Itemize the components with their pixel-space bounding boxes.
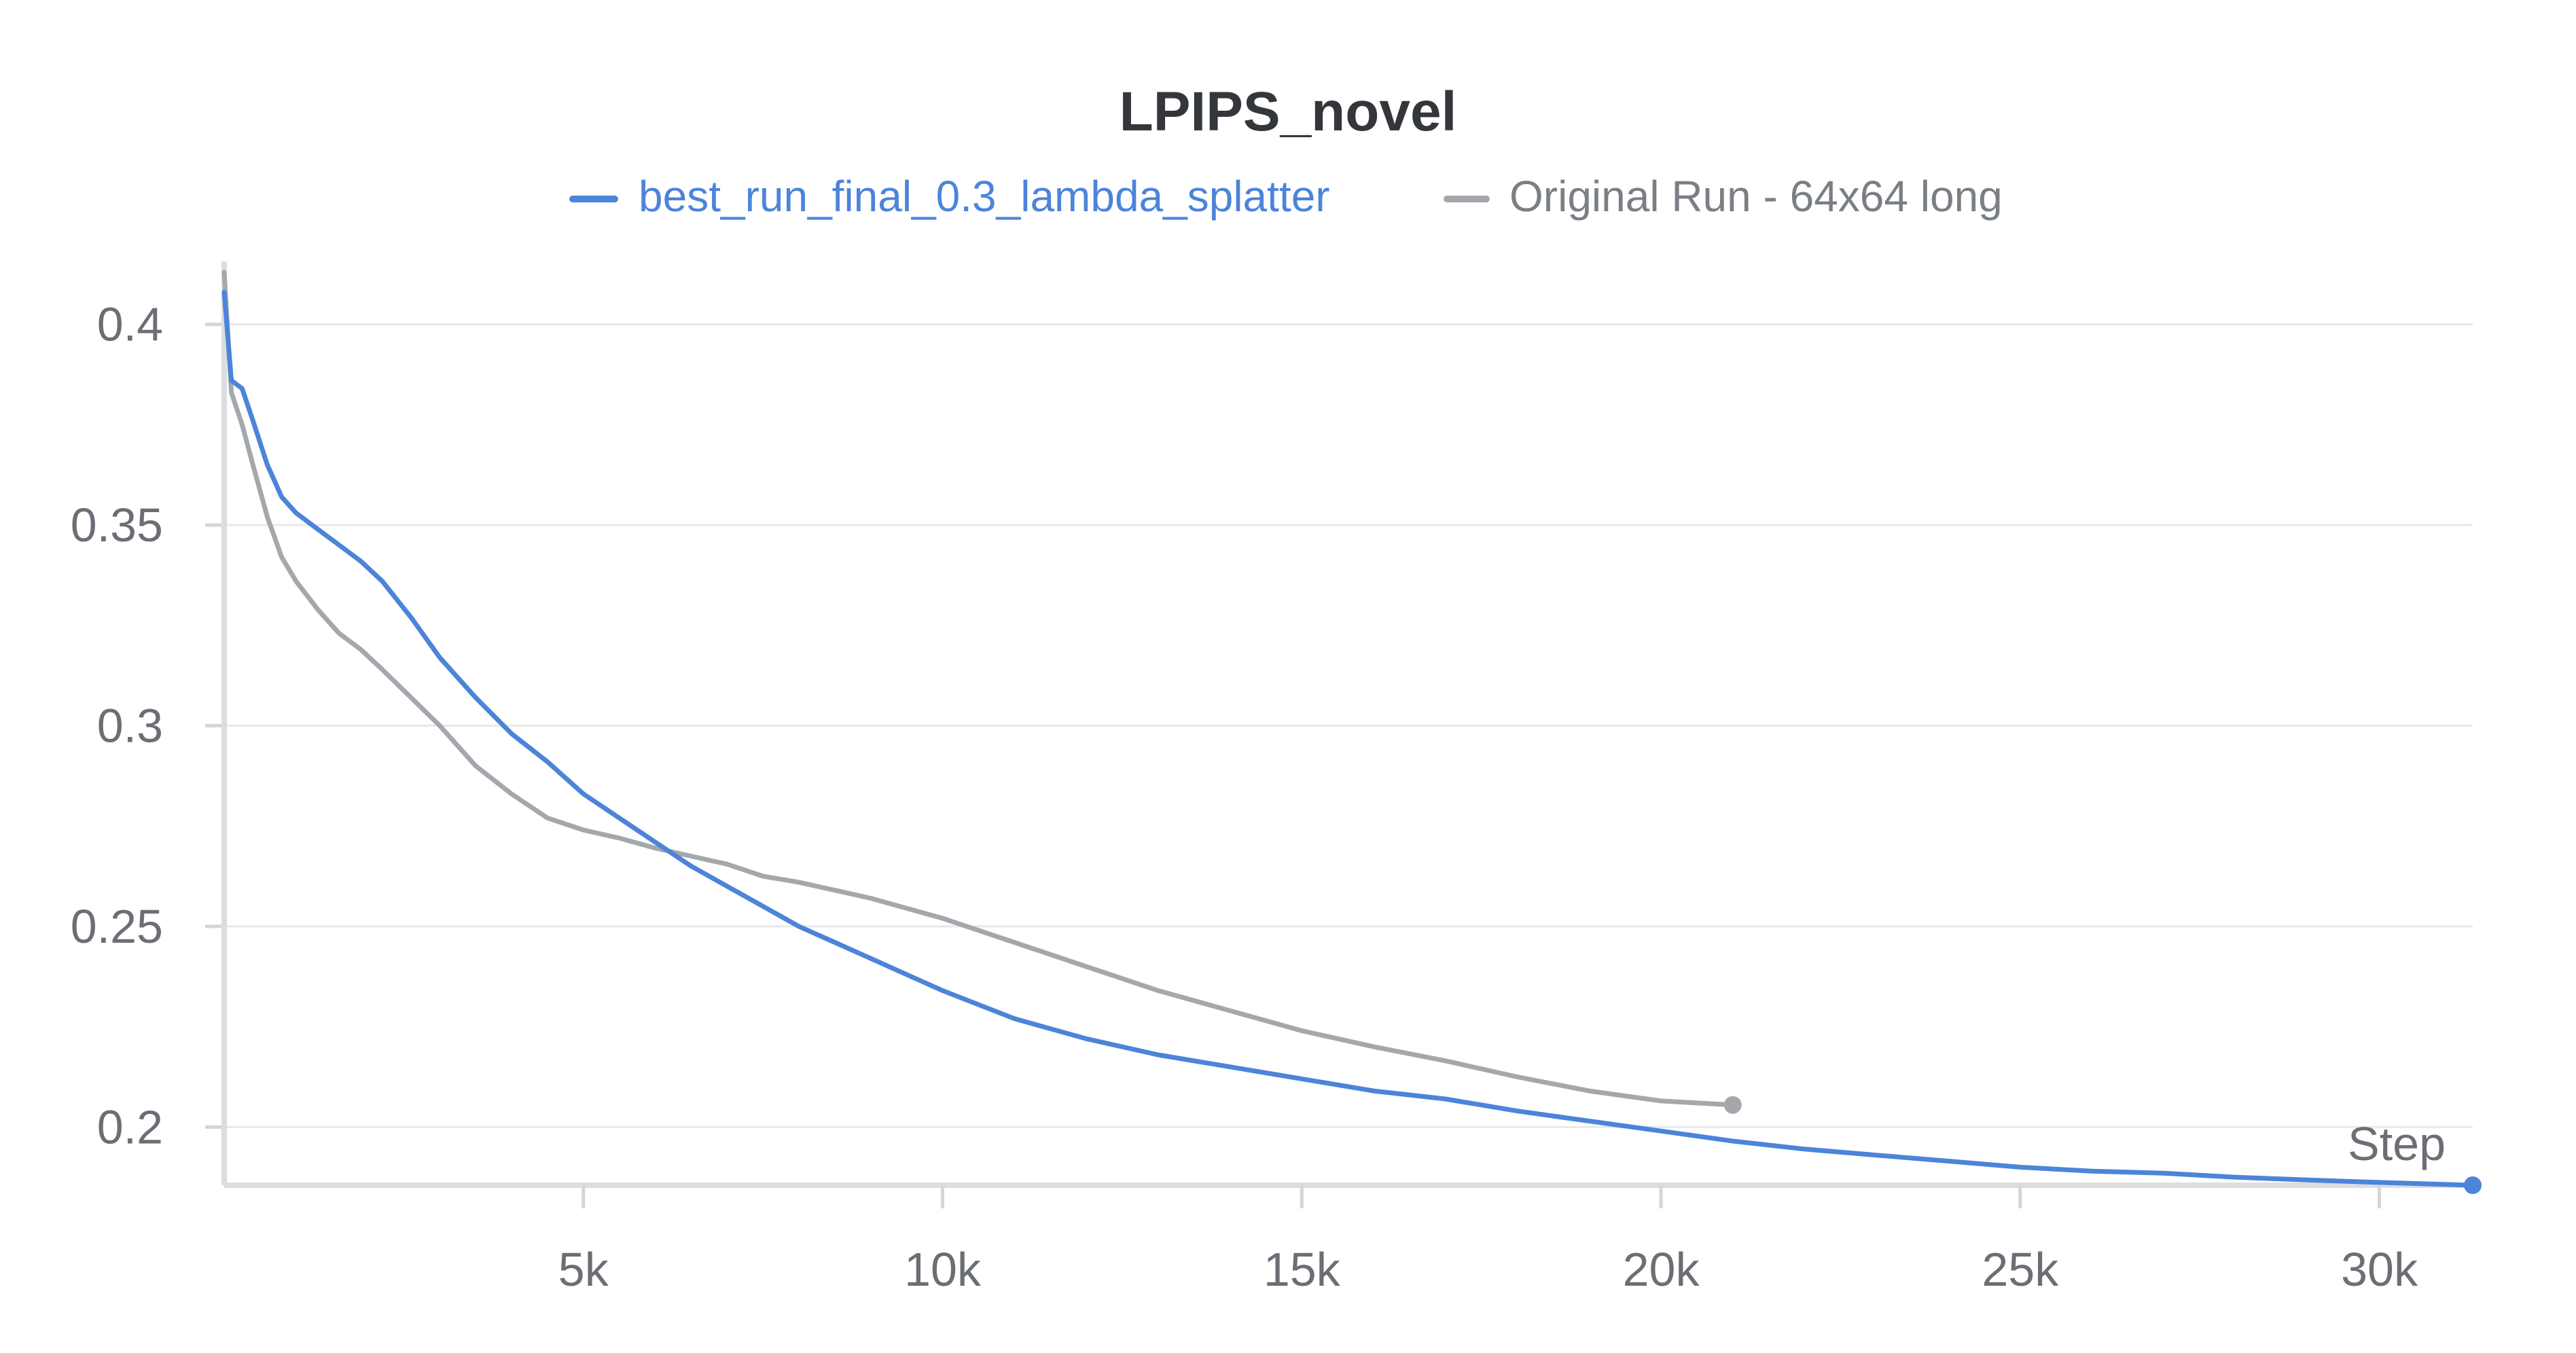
- legend: best_run_final_0.3_lambda_splatter Origi…: [569, 172, 2003, 221]
- y-axis: 0.2 0.25 0.3 0.35 0.4: [71, 261, 227, 1185]
- series-line-best-run[interactable]: [221, 289, 2475, 1188]
- y-tick-label: 0.3: [97, 699, 163, 752]
- y-tick-label: 0.2: [97, 1100, 163, 1153]
- x-tick-label: 20k: [1623, 1243, 1700, 1296]
- chart-title: LPIPS_novel: [1120, 81, 1457, 143]
- series-layer: [221, 270, 2482, 1194]
- y-tick-label: 0.25: [71, 900, 163, 953]
- x-tick-label: 10k: [904, 1243, 982, 1296]
- x-axis: 5k 10k 15k 20k 25k 30k: [224, 1183, 2481, 1296]
- series-end-point-original-run[interactable]: [1723, 1096, 1742, 1114]
- y-tick-label: 0.35: [71, 499, 163, 552]
- y-tick-label: 0.4: [97, 298, 163, 351]
- legend-item-best-run[interactable]: best_run_final_0.3_lambda_splatter: [569, 172, 1330, 221]
- series-end-point-best-run[interactable]: [2464, 1176, 2482, 1194]
- x-tick-label: 30k: [2341, 1243, 2418, 1296]
- legend-label-original-run: Original Run - 64x64 long: [1509, 172, 2003, 221]
- x-tick-label: 25k: [1982, 1243, 2059, 1296]
- legend-label-best-run: best_run_final_0.3_lambda_splatter: [639, 172, 1330, 221]
- legend-item-original-run[interactable]: Original Run - 64x64 long: [1444, 172, 2003, 221]
- x-axis-label: Step: [2348, 1117, 2446, 1170]
- grid-lines: [224, 323, 2473, 1128]
- series-line-original-run[interactable]: [221, 270, 1736, 1108]
- x-tick-label: 5k: [558, 1243, 609, 1296]
- x-tick-label: 15k: [1264, 1243, 1341, 1296]
